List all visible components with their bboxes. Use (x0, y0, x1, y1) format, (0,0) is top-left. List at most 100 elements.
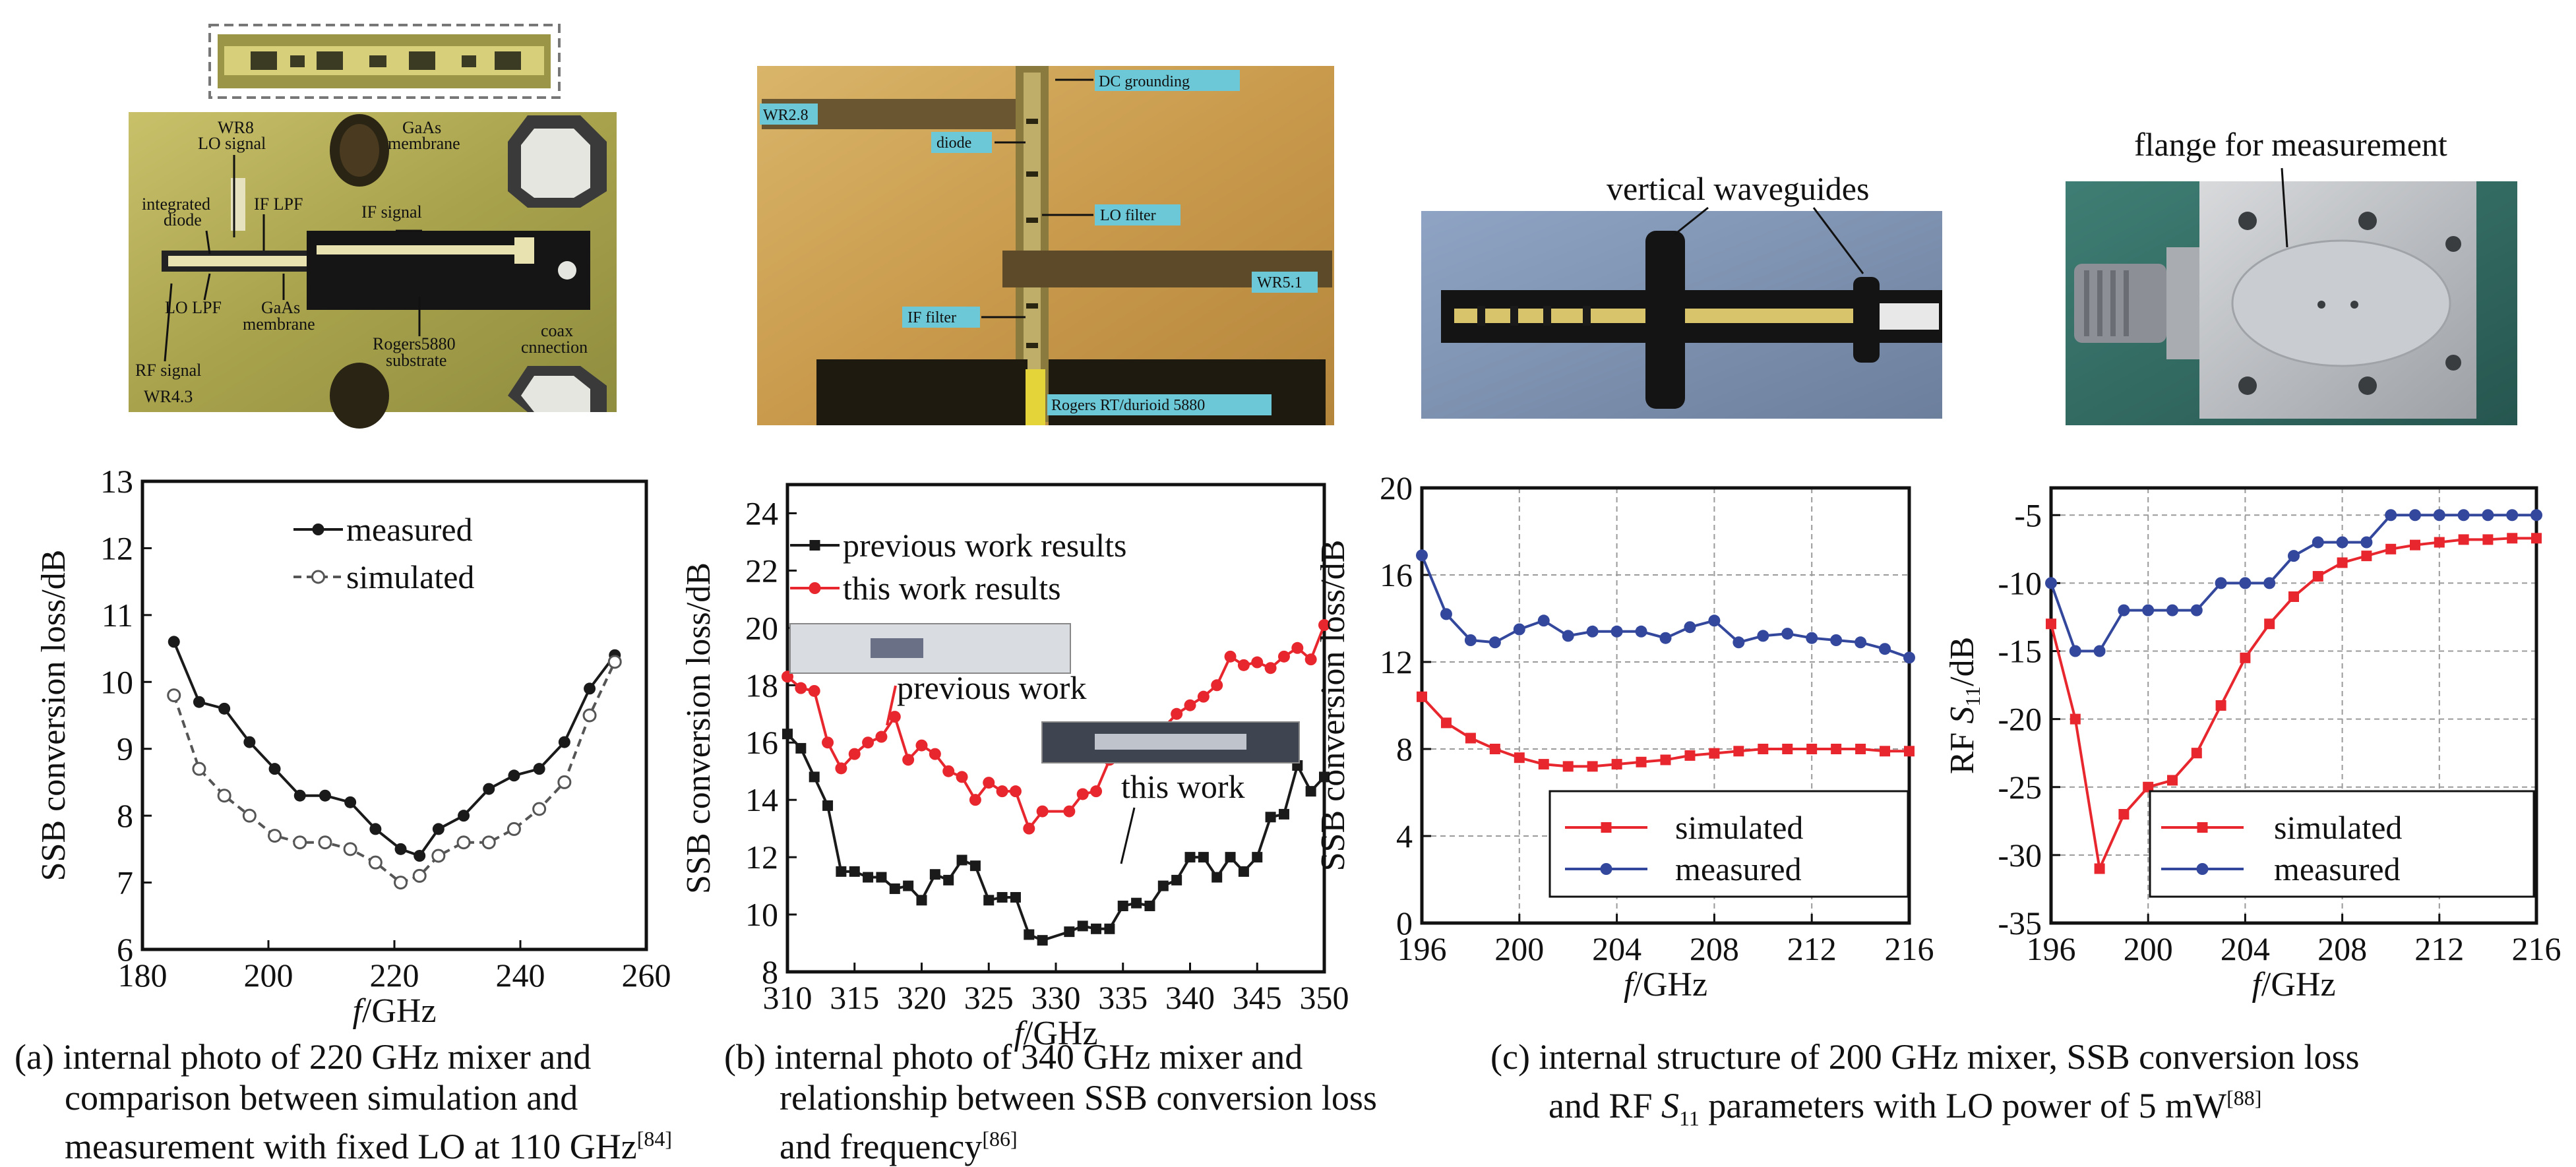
y-tick-label: 8 (762, 953, 778, 990)
x-axis-label-rest: /GHz (1024, 1015, 1098, 1052)
data-point (1238, 866, 1249, 877)
x-tick-label: 240 (496, 957, 545, 994)
data-point (2263, 577, 2276, 589)
data-point (888, 711, 901, 723)
data-point (862, 736, 874, 749)
data-point (167, 688, 181, 703)
data-point (1225, 852, 1236, 863)
data-point (2433, 509, 2445, 522)
data-point (1291, 642, 1304, 654)
x-tick-label: 200 (244, 957, 293, 994)
x-tick-label: 204 (1592, 930, 1641, 967)
data-point (835, 762, 847, 775)
data-point (1023, 822, 1035, 835)
label-wr28: WR2.8 (763, 107, 809, 124)
legend-box (2149, 790, 2535, 898)
annotation-previous-work: previous work (897, 669, 1086, 706)
data-point (943, 874, 954, 885)
data-point (1733, 636, 1745, 649)
data-point (1064, 926, 1075, 938)
data-point (1440, 717, 1452, 729)
data-point (1237, 659, 1250, 671)
data-point (929, 748, 941, 760)
y-tick-label: 20 (1380, 469, 1413, 506)
data-point (1709, 748, 1720, 759)
data-point (2288, 550, 2300, 562)
data-point (2118, 809, 2130, 820)
annotation-arrow-this (1120, 807, 1136, 864)
data-point (782, 729, 793, 740)
data-point (1684, 621, 1696, 634)
data-point (2312, 536, 2324, 549)
data-point (1782, 744, 1793, 754)
caption-a-line3-text: measurement with fixed LO at 110 GHz (65, 1127, 637, 1166)
legend-label: previous work results (843, 527, 1127, 564)
legend-box (1549, 790, 1909, 898)
data-point (243, 736, 256, 748)
y-axis-label: SSB conversion loss/dB (680, 562, 718, 894)
data-point (368, 855, 383, 870)
data-point (431, 849, 446, 863)
data-point (2215, 577, 2227, 589)
caption-a-line3: measurement with fixed LO at 110 GHz[84] (15, 1118, 672, 1167)
data-point (2410, 539, 2420, 551)
x-tick-label: 315 (830, 979, 879, 1016)
caption-b-line3: and frequency[86] (724, 1118, 1377, 1167)
legend-label: simulated (346, 558, 474, 595)
data-point (2191, 748, 2202, 759)
label-diode-b: diode (936, 135, 971, 152)
data-point (1144, 901, 1155, 912)
x-axis-label: f/GHz (352, 992, 436, 1030)
y-tick-label: 9 (117, 731, 133, 767)
y-tick-label: 13 (100, 463, 133, 500)
legend-marker (311, 570, 325, 584)
label-dc-grounding: DC grounding (1099, 73, 1190, 90)
data-point (876, 872, 887, 883)
data-point (2069, 645, 2081, 657)
photo-flange (2066, 181, 2517, 425)
data-point (2385, 509, 2397, 522)
plot-frame (2049, 486, 2538, 925)
x-tick-label: 208 (1690, 930, 1739, 967)
data-point (1117, 901, 1128, 912)
x-tick-label: 216 (1885, 930, 1934, 967)
data-point (268, 829, 282, 843)
data-point (795, 742, 807, 754)
data-point (2312, 571, 2323, 582)
x-tick-label: 325 (964, 979, 1014, 1016)
data-point (2360, 536, 2373, 549)
data-point (1636, 756, 1647, 767)
data-point (1224, 650, 1237, 663)
legend-marker (809, 582, 821, 594)
x-axis-label: f/GHz (1624, 966, 1707, 1003)
x-tick-label: 335 (1098, 979, 1148, 1016)
data-point (2215, 700, 2226, 711)
legend-label: measured (346, 511, 473, 548)
data-point (192, 762, 206, 776)
data-point (344, 796, 357, 808)
series-line-0 (172, 641, 616, 858)
y-tick-label: -15 (1998, 633, 2042, 670)
data-point (1587, 761, 1598, 772)
data-point (902, 754, 915, 766)
data-point (1660, 754, 1671, 765)
x-tick-label: 204 (2221, 930, 2270, 967)
data-point (1562, 761, 1574, 772)
y-tick-label: 0 (1396, 905, 1413, 942)
caption-b-line3-text: and frequency (780, 1127, 983, 1166)
data-point (1440, 608, 1452, 620)
data-point (584, 682, 596, 695)
y-tick-label: 4 (1396, 818, 1413, 854)
y-tick-label: 18 (745, 667, 778, 703)
data-point (414, 850, 426, 862)
y-tick-label: 12 (100, 529, 133, 566)
y-tick-label: -30 (1998, 837, 2042, 874)
x-tick-label: 260 (622, 957, 671, 994)
data-point (1211, 872, 1223, 883)
label-rogers5880: Rogers5880 (373, 334, 456, 353)
data-point (822, 736, 834, 749)
data-point (293, 835, 307, 850)
caption-c-line2-a: and RF (1549, 1086, 1662, 1125)
legend-label: measured (2274, 851, 2401, 887)
